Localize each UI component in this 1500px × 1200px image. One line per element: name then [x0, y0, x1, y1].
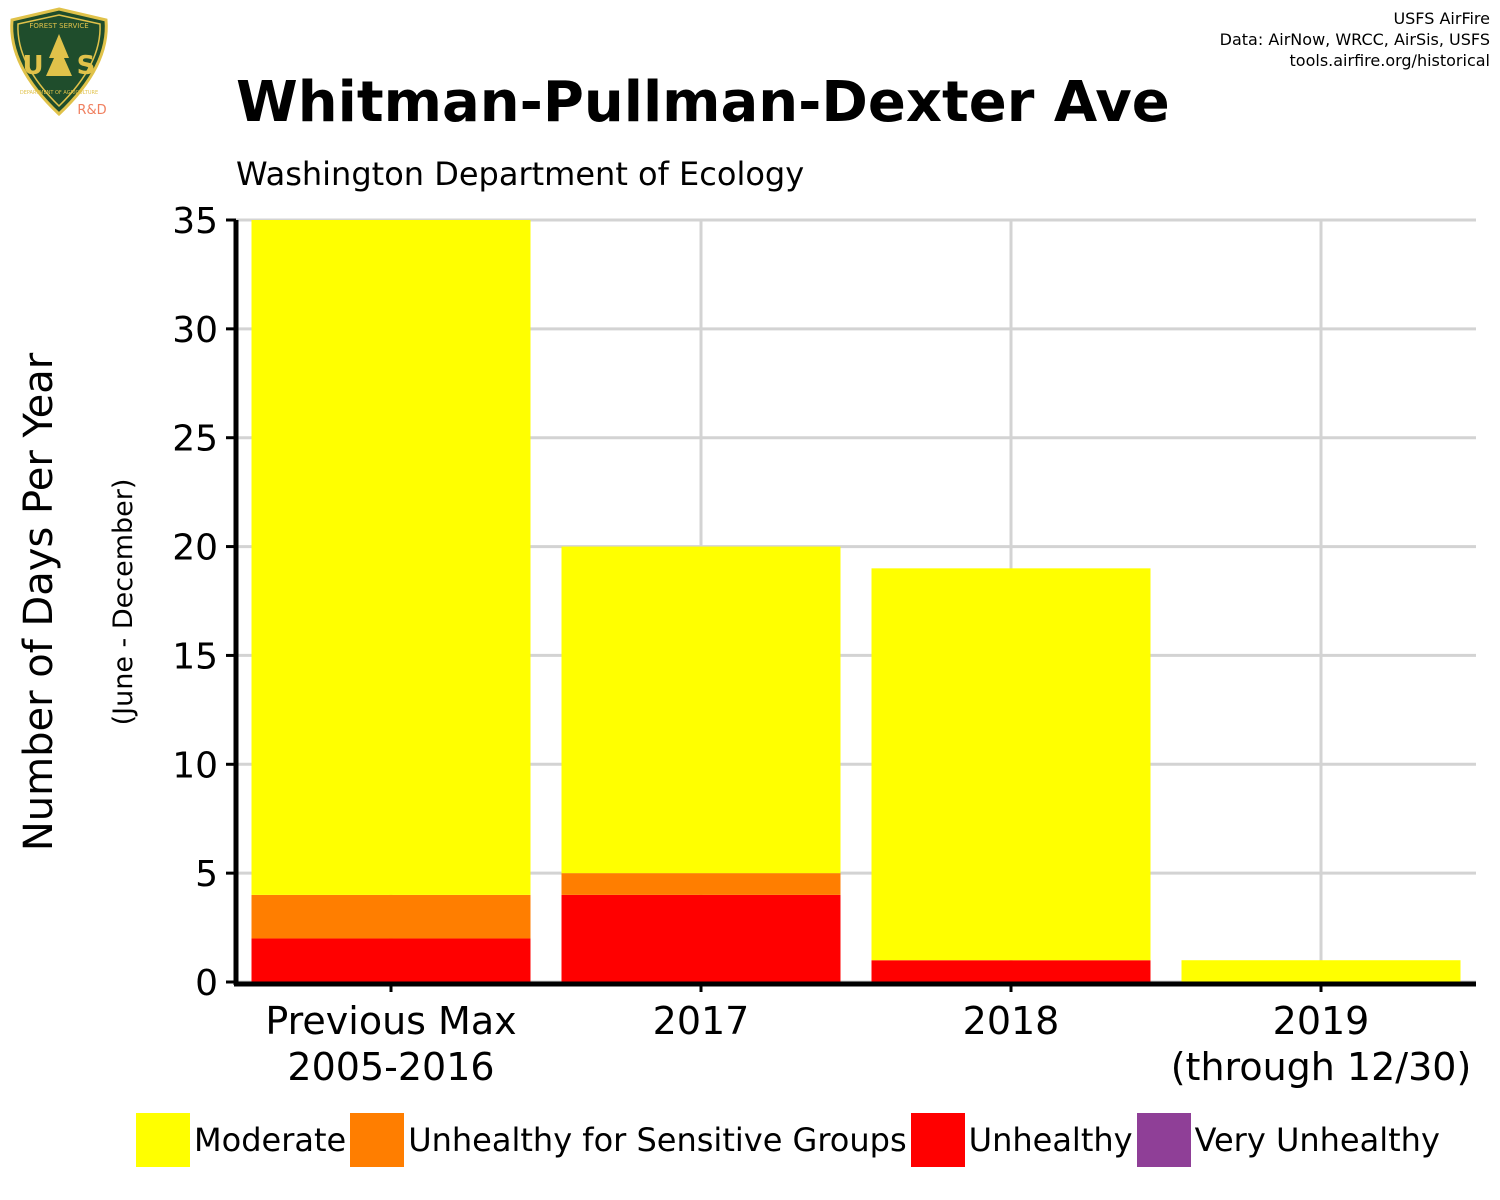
y-tick-label: 35 — [172, 201, 218, 242]
legend-swatch — [910, 1113, 965, 1167]
bar-segment — [1181, 960, 1461, 982]
bar-segment — [251, 220, 531, 895]
credit-line: Data: AirNow, WRCC, AirSis, USFS — [1219, 30, 1490, 49]
legend-label: Unhealthy for Sensitive Groups — [408, 1121, 907, 1159]
y-tick-label: 30 — [172, 310, 218, 351]
logo-rd-tag: R&D — [77, 103, 106, 118]
logo-text-u: U — [22, 51, 43, 81]
x-tick-label: 2005-2016 — [287, 1045, 494, 1089]
bar-segment — [251, 894, 531, 939]
legend-item: Unhealthy for Sensitive Groups — [350, 1113, 907, 1167]
legend-item: Moderate — [136, 1113, 346, 1167]
logo-text-bottom: DEPARTMENT OF AGRICULTURE — [20, 90, 98, 96]
legend-swatch — [136, 1113, 190, 1167]
y-axis-label: Number of Days Per Year — [16, 352, 62, 851]
usfs-shield-logo: U S FOREST SERVICE DEPARTMENT OF AGRICUL… — [10, 7, 108, 118]
y-tick-label: 5 — [195, 854, 218, 895]
x-tick-label: Previous Max — [265, 999, 516, 1043]
x-tick-label: (through 12/30) — [1171, 1045, 1472, 1089]
legend-label: Unhealthy — [968, 1121, 1133, 1159]
chart-subtitle: Washington Department of Ecology — [236, 155, 805, 193]
x-tick-label: 2017 — [653, 999, 750, 1043]
credit-line: USFS AirFire — [1393, 9, 1490, 28]
y-tick-label: 0 — [195, 963, 218, 1004]
legend-swatch — [1136, 1113, 1191, 1167]
chart-title: Whitman-Pullman-Dexter Ave — [236, 70, 1170, 135]
credits: USFS AirFire Data: AirNow, WRCC, AirSis,… — [1220, 8, 1490, 71]
logo-text-s: S — [77, 51, 96, 81]
x-tick-label: 2019 — [1273, 999, 1370, 1043]
y-tick-label: 20 — [172, 528, 218, 569]
legend-label: Moderate — [194, 1121, 347, 1159]
bar-segment — [561, 873, 841, 895]
bar-segment — [251, 938, 531, 982]
bar-segment — [561, 894, 841, 982]
legend-item: Unhealthy — [910, 1113, 1133, 1167]
logo-text-top: FOREST SERVICE — [29, 22, 88, 30]
y-tick-label: 10 — [172, 745, 218, 786]
bar-segment — [561, 546, 841, 874]
x-tick-label: 2018 — [963, 999, 1060, 1043]
legend-swatch — [350, 1113, 405, 1167]
credit-line: tools.airfire.org/historical — [1289, 51, 1490, 70]
bar-segment — [871, 568, 1151, 961]
legend: Moderate Unhealthy for Sensitive Groups Un… — [136, 1112, 1444, 1168]
y-tick-label: 25 — [172, 419, 218, 460]
y-tick-label: 15 — [172, 636, 218, 677]
y-axis-sublabel: (June - December) — [108, 479, 139, 726]
bar-segment — [871, 960, 1151, 982]
legend-item: Very Unhealthy — [1136, 1113, 1440, 1167]
legend-label: Very Unhealthy — [1194, 1121, 1440, 1159]
